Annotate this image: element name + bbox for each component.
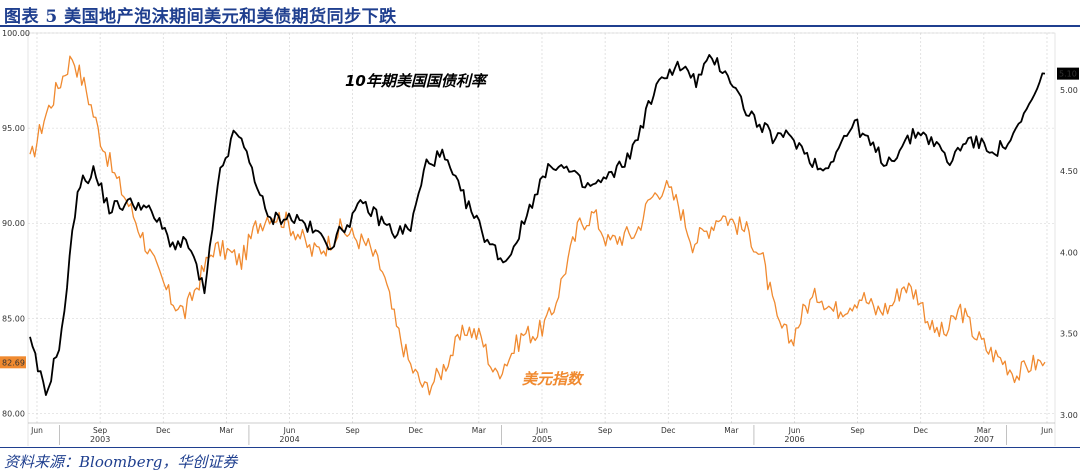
x-tick-label: Jun [788,426,801,435]
source-note: 资料来源：Bloomberg，华创证券 [4,453,238,471]
yield-last-value-tag [1057,67,1079,80]
right-tick-label: 5.00 [1060,86,1078,95]
x-tick-label: Sep [346,426,360,435]
year-label: 2006 [784,435,804,444]
treasury-yield-line [29,53,1046,397]
right-axis: 5.00 4.50 4.00 3.50 3.00 [1060,86,1078,420]
year-label: 2007 [974,435,994,444]
left-tick-label: 85.00 [2,314,25,323]
left-tick-label: 95.00 [2,124,25,133]
grid [28,32,1055,423]
x-tick-label: Dec [156,426,171,435]
x-tick-label: Dec [661,426,676,435]
x-tick-label: Dec [408,426,423,435]
right-tick-label: 4.50 [1060,167,1078,176]
series-lines [29,53,1046,397]
x-tick-label: Mar [724,426,739,435]
x-tick-label: Sep [851,426,865,435]
dollar-index-line [29,55,1046,396]
x-tick-label: Jun [30,426,43,435]
x-tick-label: Jun [283,426,296,435]
yield-annotation: 10年期美国国债利率 [345,72,489,90]
left-tick-label: 100.00 [2,29,30,38]
right-tick-label: 3.00 [1060,411,1078,420]
x-tick-label: Mar [977,426,992,435]
x-tick-label: Jun [535,426,548,435]
dollar-last-value-tag [0,356,26,369]
x-tick-label: Mar [219,426,234,435]
x-tick-label: Jun [1040,426,1053,435]
title-rule [0,25,1080,27]
year-label: 2003 [90,435,110,444]
year-label: 2004 [279,435,299,444]
figure-title: 图表 5 美国地产泡沫期间美元和美债期货同步下跌 [4,7,397,27]
dollar-annotation: 美元指数 [522,370,585,388]
x-axis: Jun Sep Dec Mar Jun Sep Dec Mar Jun Sep Dec Mar Jun S… [28,422,1055,445]
x-tick-label: Sep [93,426,107,435]
left-axis: 100.00 95.00 90.00 85.00 80.00 [2,29,30,418]
x-tick-label: Sep [598,426,612,435]
left-tick-label: 90.00 [2,219,25,228]
right-tick-label: 3.50 [1060,330,1078,339]
dollar-last-value: 82.69 [2,358,25,367]
value-labels: 82.69 5.10 [0,67,1079,369]
chart: 100.00 95.00 90.00 85.00 80.00 5.00 4.50 4.00 3… [0,29,1079,446]
x-tick-label: Mar [472,426,487,435]
left-tick-label: 80.00 [2,409,25,418]
footer-rule [0,447,1080,448]
right-tick-label: 4.00 [1060,248,1078,257]
x-tick-label: Dec [913,426,928,435]
year-label: 2005 [532,435,552,444]
yield-last-value: 5.10 [1059,70,1077,79]
